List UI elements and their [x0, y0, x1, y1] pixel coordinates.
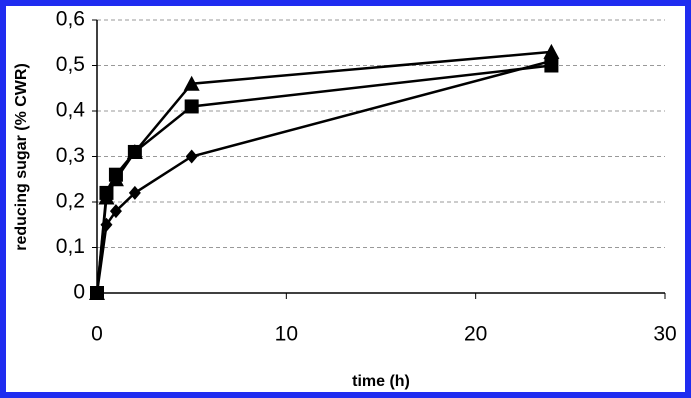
marker: [185, 149, 198, 164]
marker: [91, 286, 103, 300]
x-tick-label: 10: [275, 323, 298, 346]
marker: [545, 53, 558, 68]
series-line: [95, 59, 552, 294]
marker: [184, 99, 199, 114]
x-tick-label: 20: [464, 323, 487, 346]
marker: [108, 167, 123, 182]
marker: [543, 43, 560, 59]
y-tick-label: 0,1: [56, 235, 85, 258]
x-axis-label: time (h): [352, 373, 410, 390]
y-tick-label: 0,2: [56, 190, 85, 213]
x-tick-label: 0: [91, 323, 103, 346]
y-tick-label: 0,3: [56, 144, 85, 167]
y-tick-label: 0,6: [56, 8, 85, 31]
marker: [109, 204, 122, 219]
y-axis-label: reducing sugar (% CWR): [13, 63, 30, 251]
marker: [183, 75, 200, 91]
y-tick-label: 0: [73, 281, 85, 304]
marker: [100, 217, 113, 232]
x-tick-label: 30: [653, 323, 676, 346]
y-tick-label: 0,4: [56, 99, 86, 122]
series-line: [95, 64, 552, 294]
marker: [99, 185, 114, 200]
marker: [127, 144, 142, 159]
marker: [128, 185, 141, 200]
y-tick-label: 0,5: [56, 53, 85, 76]
